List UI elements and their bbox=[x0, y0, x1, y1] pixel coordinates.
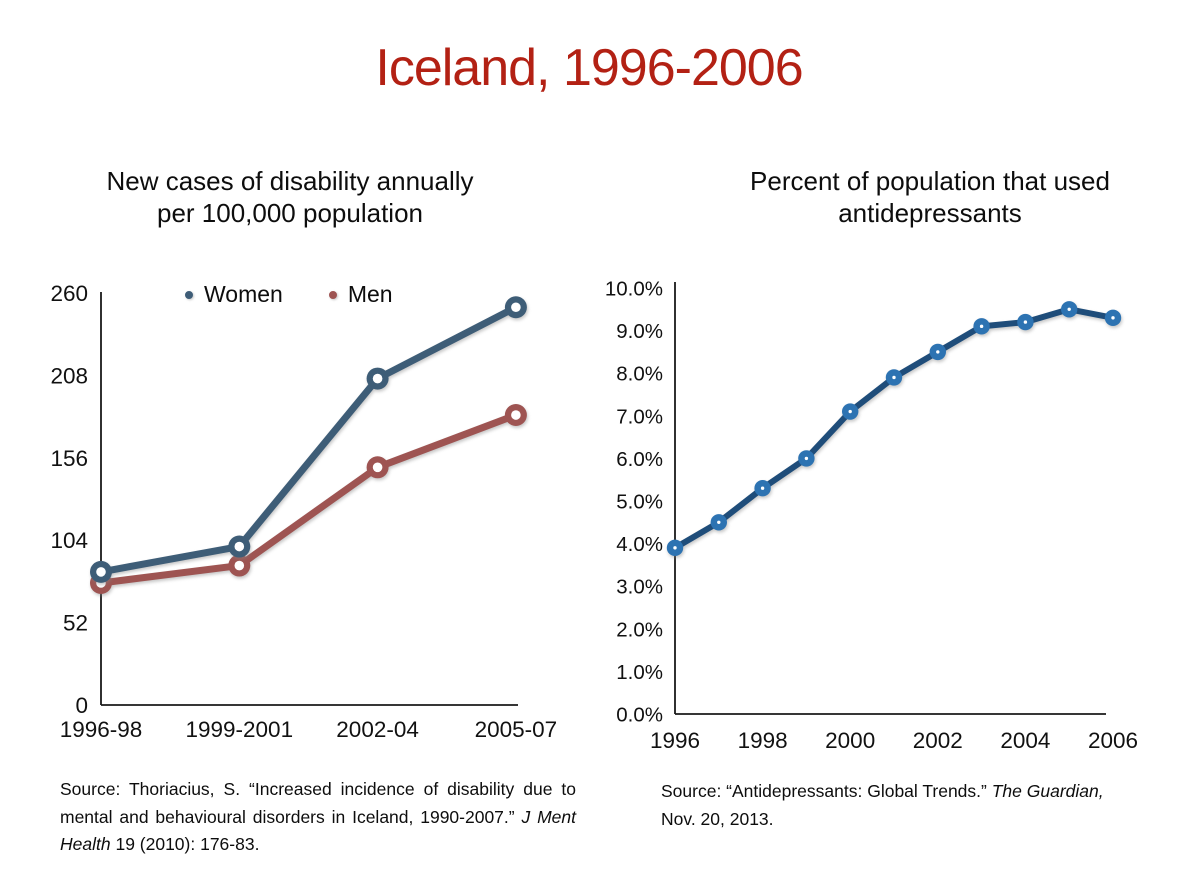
svg-text:10.0%: 10.0% bbox=[605, 278, 663, 301]
disability-source-pages: 19 (2010): 176-83. bbox=[110, 834, 260, 855]
svg-text:104: 104 bbox=[50, 528, 88, 553]
svg-text:2004: 2004 bbox=[1000, 728, 1050, 753]
svg-text:3.0%: 3.0% bbox=[616, 576, 663, 599]
svg-text:1998: 1998 bbox=[738, 728, 788, 753]
slide-title: Iceland, 1996-2006 bbox=[375, 39, 803, 97]
svg-text:2002-04: 2002-04 bbox=[336, 717, 419, 742]
svg-text:5.0%: 5.0% bbox=[616, 491, 663, 514]
svg-text:0.0%: 0.0% bbox=[616, 704, 663, 727]
disability-source-journal: J Ment Health bbox=[60, 806, 576, 855]
svg-text:6.0%: 6.0% bbox=[616, 448, 663, 471]
legend-item-men: Men bbox=[328, 281, 393, 308]
svg-text:1999-2001: 1999-2001 bbox=[185, 717, 293, 742]
antidepressants-chart-title-line1: Percent of population that used bbox=[750, 166, 1110, 196]
svg-text:0: 0 bbox=[75, 693, 88, 718]
svg-text:4.0%: 4.0% bbox=[616, 533, 663, 556]
women-marker-icon bbox=[185, 290, 193, 299]
antidepressants-line-chart: 0.0% 1.0% 2.0% 3.0% 4.0% 5.0% 6.0% 7.0% 8.0% 9.0%… bbox=[605, 278, 1138, 753]
disability-source-text: Source: Thoriacius, S. “Increased incide… bbox=[60, 779, 576, 827]
svg-text:1996: 1996 bbox=[650, 728, 700, 753]
svg-text:7.0%: 7.0% bbox=[616, 405, 663, 428]
antidepressants-source-text: Source: “Antidepressants: Global Trends.… bbox=[661, 781, 992, 801]
legend-label-women: Women bbox=[204, 281, 283, 307]
svg-text:9.0%: 9.0% bbox=[616, 320, 663, 343]
antidepressants-chart-title-line2: antidepressants bbox=[838, 197, 1022, 228]
svg-text:260: 260 bbox=[50, 281, 88, 306]
antidepressants-source-date: Nov. 20, 2013. bbox=[661, 808, 774, 829]
svg-text:1.0%: 1.0% bbox=[616, 661, 663, 684]
legend-item-women: Women bbox=[185, 281, 283, 308]
svg-text:2000: 2000 bbox=[825, 728, 875, 753]
disability-chart-title-line2: per 100,000 population bbox=[156, 197, 423, 228]
antidepressants-chart-title: Percent of population that used antidepr… bbox=[680, 166, 1178, 230]
disability-source: Source: Thoriacius, S. “Increased incide… bbox=[60, 776, 576, 859]
antidepressants-source: Source: “Antidepressants: Global Trends.… bbox=[661, 778, 1135, 833]
disability-chart-title: New cases of disability annually per 100… bbox=[40, 166, 540, 230]
antidepressants-source-publication: The Guardian, bbox=[991, 781, 1104, 801]
svg-text:2002: 2002 bbox=[913, 728, 963, 753]
disability-legend: Women Men bbox=[185, 281, 393, 308]
svg-text:2005-07: 2005-07 bbox=[475, 717, 558, 742]
svg-text:2.0%: 2.0% bbox=[616, 618, 663, 641]
svg-text:1996-98: 1996-98 bbox=[60, 717, 143, 742]
svg-text:52: 52 bbox=[63, 611, 88, 636]
svg-text:156: 156 bbox=[50, 446, 88, 471]
disability-chart-title-line1: New cases of disability annually bbox=[106, 166, 474, 196]
disability-line-chart: 0 52 104 156 208 260 1996-98 1999-2001 2002-04 20… bbox=[50, 281, 558, 742]
svg-text:8.0%: 8.0% bbox=[616, 363, 663, 386]
legend-label-men: Men bbox=[347, 281, 393, 307]
men-marker-icon bbox=[328, 290, 337, 299]
svg-text:208: 208 bbox=[50, 363, 88, 388]
svg-text:2006: 2006 bbox=[1088, 728, 1138, 753]
